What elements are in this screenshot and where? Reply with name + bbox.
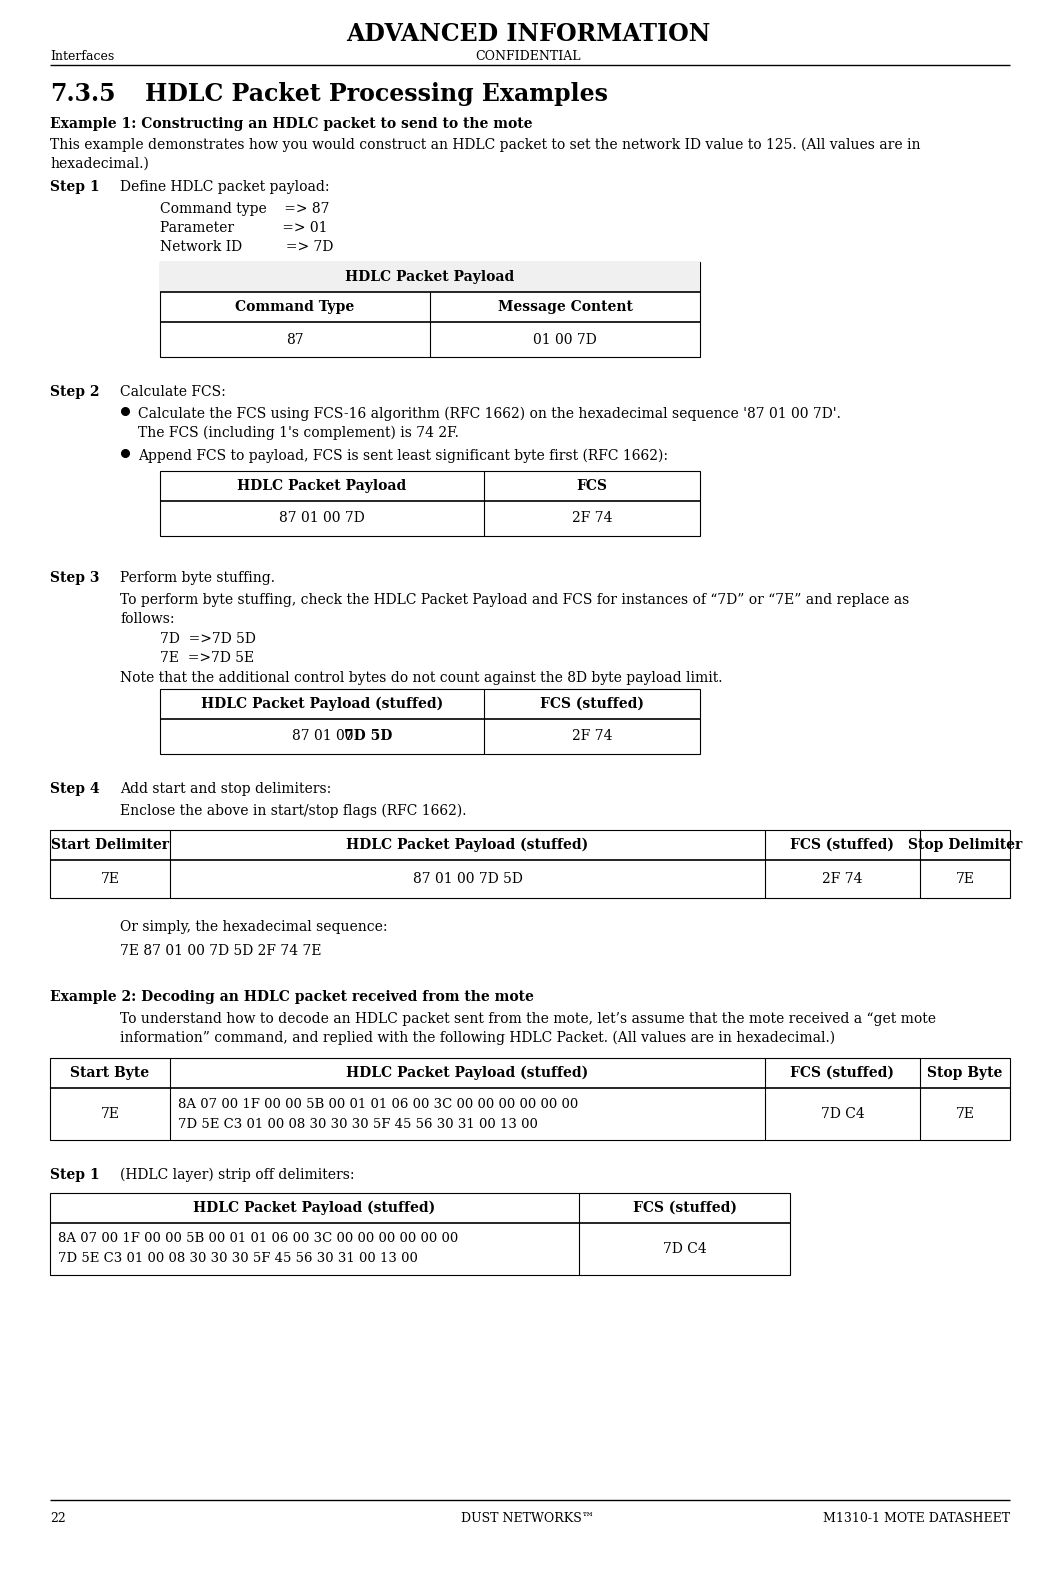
Text: 8A 07 00 1F 00 00 5B 00 01 01 06 00 3C 00 00 00 00 00 00: 8A 07 00 1F 00 00 5B 00 01 01 06 00 3C 0… [178,1097,579,1110]
Bar [50,1058,1010,1140]
Text: Start Byte: Start Byte [71,1066,150,1080]
Text: FCS (stuffed): FCS (stuffed) [791,1066,894,1080]
Text: 2F 74: 2F 74 [571,512,612,526]
Text: Step 1: Step 1 [50,1168,99,1182]
Bar [161,262,700,292]
Text: FCS: FCS [577,479,607,493]
Text: HDLC Packet Payload (stuffed): HDLC Packet Payload (stuffed) [346,1066,588,1080]
Text: 7D  =>7D 5D: 7D =>7D 5D [161,633,256,645]
Text: Perform byte stuffing.: Perform byte stuffing. [120,571,275,586]
Text: Parameter           => 01: Parameter => 01 [161,221,327,236]
Text: This example demonstrates how you would construct an HDLC packet to set the netw: This example demonstrates how you would … [50,138,921,152]
Text: Calculate FCS:: Calculate FCS: [120,385,226,399]
Text: 7E: 7E [956,1107,975,1121]
Bar [161,471,700,535]
Text: Or simply, the hexadecimal sequence:: Or simply, the hexadecimal sequence: [120,920,388,934]
Text: Stop Delimiter: Stop Delimiter [908,838,1022,853]
Text: Network ID          => 7D: Network ID => 7D [161,240,334,254]
Text: Step 3: Step 3 [50,571,99,586]
Bar [161,689,700,754]
Bar [50,831,1010,898]
Text: Calculate the FCS using FCS-16 algorithm (RFC 1662) on the hexadecimal sequence : Calculate the FCS using FCS-16 algorithm… [138,407,841,421]
Text: HDLC Packet Processing Examples: HDLC Packet Processing Examples [145,82,608,107]
Text: Start Delimiter: Start Delimiter [51,838,169,853]
Text: 7E: 7E [956,871,975,885]
Text: Example 2: Decoding an HDLC packet received from the mote: Example 2: Decoding an HDLC packet recei… [50,991,534,1003]
Text: DUST NETWORKS™: DUST NETWORKS™ [461,1512,595,1524]
Text: FCS (stuffed): FCS (stuffed) [791,838,894,853]
Text: HDLC Packet Payload: HDLC Packet Payload [238,479,407,493]
Text: 2F 74: 2F 74 [823,871,863,885]
Text: The FCS (including 1's complement) is 74 2F.: The FCS (including 1's complement) is 74… [138,425,459,441]
Text: HDLC Packet Payload (stuffed): HDLC Packet Payload (stuffed) [201,697,444,711]
Text: Command Type: Command Type [235,300,355,314]
Text: follows:: follows: [120,612,174,626]
Text: CONFIDENTIAL: CONFIDENTIAL [475,50,581,63]
Text: 7D 5E C3 01 00 08 30 30 30 5F 45 56 30 31 00 13 00: 7D 5E C3 01 00 08 30 30 30 5F 45 56 30 3… [58,1253,418,1265]
Bar [50,1193,790,1275]
Text: To understand how to decode an HDLC packet sent from the mote, let’s assume that: To understand how to decode an HDLC pack… [120,1013,936,1027]
Text: 87 01 00: 87 01 00 [293,730,358,744]
Text: 87 01 00 7D: 87 01 00 7D [279,512,365,526]
Text: To perform byte stuffing, check the HDLC Packet Payload and FCS for instances of: To perform byte stuffing, check the HDLC… [120,593,909,608]
Text: 7D 5D: 7D 5D [344,730,393,744]
Text: Append FCS to payload, FCS is sent least significant byte first (RFC 1662):: Append FCS to payload, FCS is sent least… [138,449,668,463]
Text: ADVANCED INFORMATION: ADVANCED INFORMATION [345,22,711,46]
Text: 01 00 7D: 01 00 7D [533,333,597,347]
Text: HDLC Packet Payload (stuffed): HDLC Packet Payload (stuffed) [346,838,588,853]
Text: Step 1: Step 1 [50,181,99,195]
Text: Note that the additional control bytes do not count against the 8D byte payload : Note that the additional control bytes d… [120,670,722,685]
Text: 7D C4: 7D C4 [821,1107,865,1121]
Text: FCS (stuffed): FCS (stuffed) [633,1201,736,1215]
Text: FCS (stuffed): FCS (stuffed) [540,697,644,711]
Text: 7D C4: 7D C4 [663,1242,706,1256]
Text: Enclose the above in start/stop flags (RFC 1662).: Enclose the above in start/stop flags (R… [120,804,467,818]
Text: 7E 87 01 00 7D 5D 2F 74 7E: 7E 87 01 00 7D 5D 2F 74 7E [120,944,321,958]
Text: Add start and stop delimiters:: Add start and stop delimiters: [120,782,332,796]
Text: information” command, and replied with the following HDLC Packet. (All values ar: information” command, and replied with t… [120,1031,835,1046]
Text: 7D 5E C3 01 00 08 30 30 30 5F 45 56 30 31 00 13 00: 7D 5E C3 01 00 08 30 30 30 5F 45 56 30 3… [178,1118,538,1130]
Text: 22: 22 [50,1512,65,1524]
Text: (HDLC layer) strip off delimiters:: (HDLC layer) strip off delimiters: [120,1168,355,1182]
Text: Interfaces: Interfaces [50,50,114,63]
Text: HDLC Packet Payload (stuffed): HDLC Packet Payload (stuffed) [193,1201,436,1215]
Text: 7E  =>7D 5E: 7E =>7D 5E [161,652,254,666]
Text: hexadecimal.): hexadecimal.) [50,157,149,171]
Bar [161,262,700,356]
Text: Step 2: Step 2 [50,385,99,399]
Text: HDLC Packet Payload: HDLC Packet Payload [345,270,514,284]
Text: Example 1: Constructing an HDLC packet to send to the mote: Example 1: Constructing an HDLC packet t… [50,118,532,130]
Text: Stop Byte: Stop Byte [927,1066,1003,1080]
Text: 7.3.5: 7.3.5 [50,82,115,107]
Text: Command type    => 87: Command type => 87 [161,203,329,217]
Text: Define HDLC packet payload:: Define HDLC packet payload: [120,181,329,195]
Text: 7E: 7E [100,871,119,885]
Text: Message Content: Message Content [497,300,633,314]
Text: Step 4: Step 4 [50,782,99,796]
Text: 2F 74: 2F 74 [571,730,612,744]
Text: 87: 87 [286,333,304,347]
Text: 87 01 00 7D 5D: 87 01 00 7D 5D [413,871,523,885]
Text: 7E: 7E [100,1107,119,1121]
Text: M1310-1 MOTE DATASHEET: M1310-1 MOTE DATASHEET [823,1512,1010,1524]
Text: 8A 07 00 1F 00 00 5B 00 01 01 06 00 3C 00 00 00 00 00 00: 8A 07 00 1F 00 00 5B 00 01 01 06 00 3C 0… [58,1232,458,1245]
